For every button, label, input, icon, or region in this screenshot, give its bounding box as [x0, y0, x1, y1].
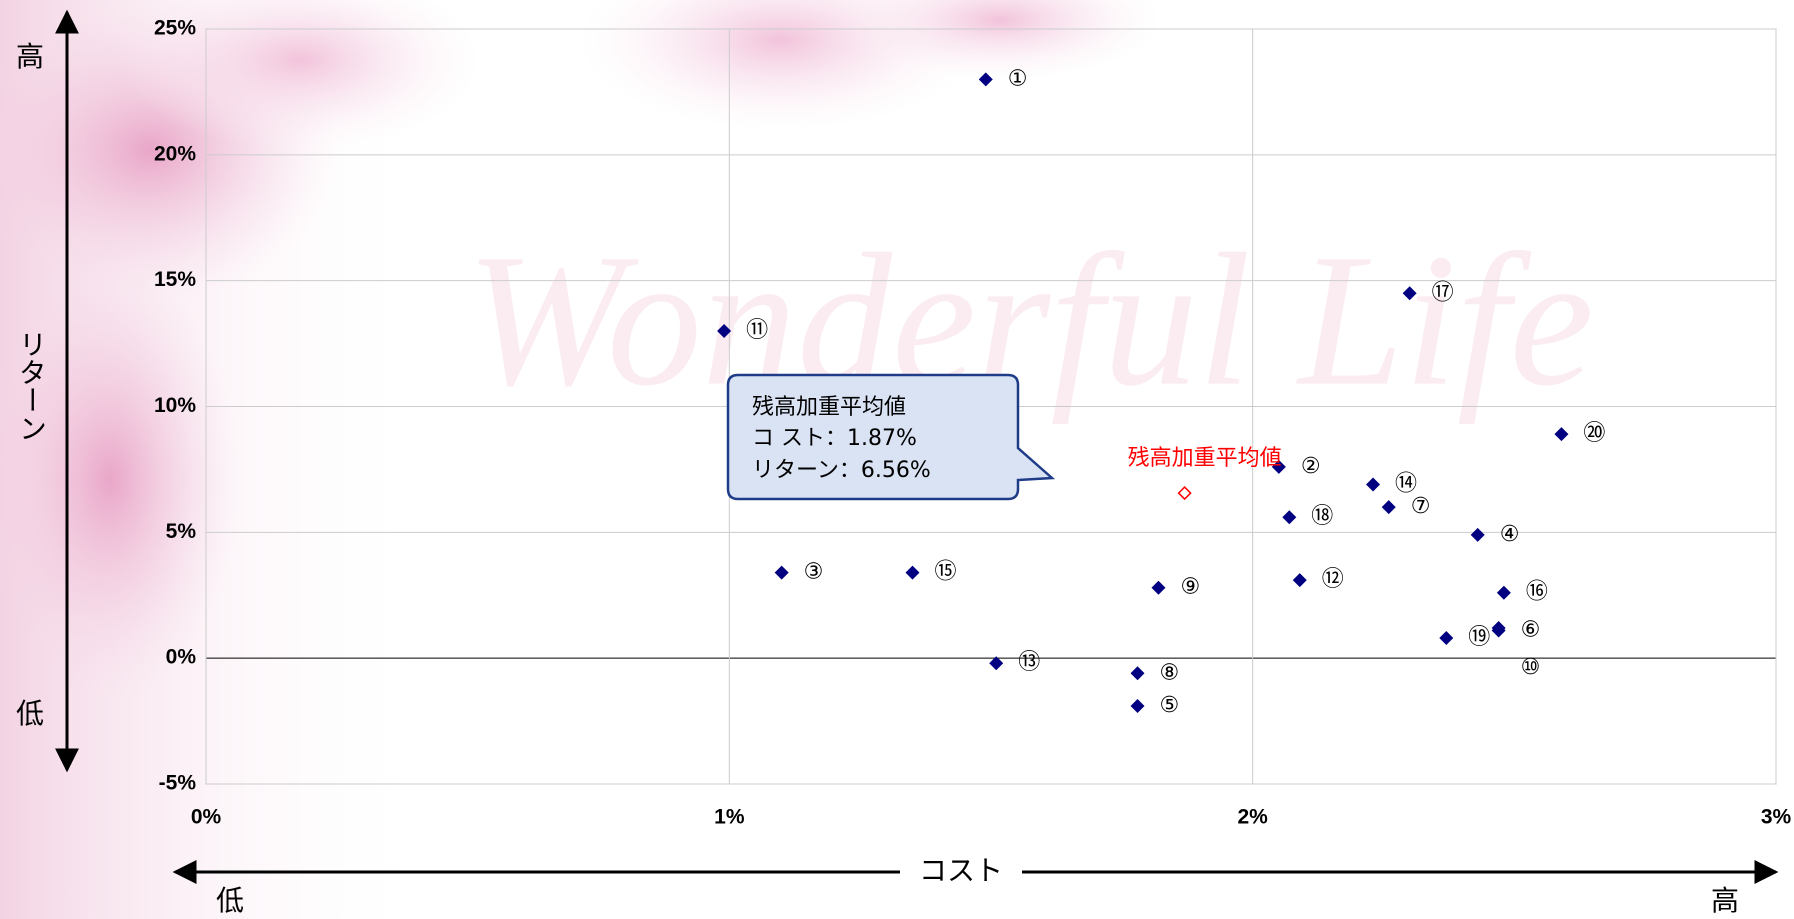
x-tick-label: 3% — [1761, 806, 1792, 829]
y-tick-label: 10% — [154, 394, 196, 417]
y-tick-label: 5% — [166, 520, 197, 543]
data-point — [1293, 573, 1307, 587]
point-label: ② — [1301, 454, 1321, 479]
point-label: ⑬ — [1018, 650, 1040, 675]
y-tick-label: 25% — [154, 17, 196, 40]
callout: 残高加重平均値 コ スト：1.87% リターン：6.56% — [728, 375, 1052, 499]
data-point — [906, 566, 920, 580]
point-label: ⑳ — [1583, 421, 1605, 446]
y-tick-label: 0% — [166, 646, 197, 669]
data-point — [1131, 666, 1145, 680]
data-point — [1151, 581, 1165, 595]
x-axis-label: コスト — [919, 854, 1003, 887]
callout-title: 残高加重平均値 — [752, 395, 906, 420]
y-tick-label: 15% — [154, 268, 196, 291]
watermark: Wonderful Life — [466, 216, 1594, 426]
point-label: ⑥ — [1521, 617, 1541, 642]
y-tick-label: -5% — [159, 772, 197, 795]
data-point — [1471, 528, 1485, 542]
point-label: ⑱ — [1311, 504, 1333, 529]
x-high: 高 — [1711, 884, 1739, 917]
callout-line: コ スト：1.87% — [752, 426, 917, 451]
data-point — [1131, 699, 1145, 713]
point-label: ⑫ — [1322, 567, 1344, 592]
x-low: 低 — [216, 884, 244, 917]
y-tick-label: 20% — [154, 142, 196, 165]
data-point — [1382, 500, 1396, 514]
data-point — [775, 566, 789, 580]
x-tick-label: 2% — [1237, 806, 1268, 829]
point-label: ⑪ — [746, 318, 768, 343]
callout-line: リターン：6.56% — [752, 458, 931, 483]
point-label: ① — [1008, 66, 1028, 91]
average-label: 残高加重平均値 — [1128, 446, 1282, 471]
point-label: ⑨ — [1180, 575, 1200, 600]
point-label: ⑧ — [1160, 660, 1180, 685]
point-label: ⑦ — [1411, 494, 1431, 519]
data-point — [1497, 586, 1511, 600]
data-point — [1554, 427, 1568, 441]
data-point — [1439, 631, 1453, 645]
x-tick-label: 1% — [714, 806, 745, 829]
point-label: ⑩ — [1521, 655, 1541, 680]
y-axis-label: リターン — [15, 330, 48, 442]
data-point — [1492, 621, 1506, 635]
point-label: ⑮ — [935, 560, 957, 585]
y-low: 低 — [16, 697, 44, 730]
data-point — [1366, 478, 1380, 492]
data-point — [1282, 510, 1296, 524]
average-point — [1179, 487, 1191, 499]
point-label: ⑯ — [1526, 580, 1548, 605]
point-label: ③ — [804, 560, 824, 585]
y-high: 高 — [16, 40, 44, 73]
point-label: ⑰ — [1432, 280, 1454, 305]
point-label: ⑲ — [1468, 625, 1490, 650]
point-label: ⑭ — [1395, 472, 1417, 497]
point-label: ④ — [1500, 522, 1520, 547]
point-label: ⑤ — [1160, 693, 1180, 718]
x-tick-label: 0% — [191, 806, 222, 829]
chart: Wonderful Life -5% 0% 5% 10% 15% 20% 25% 0% 1% 2%… — [0, 0, 1794, 919]
